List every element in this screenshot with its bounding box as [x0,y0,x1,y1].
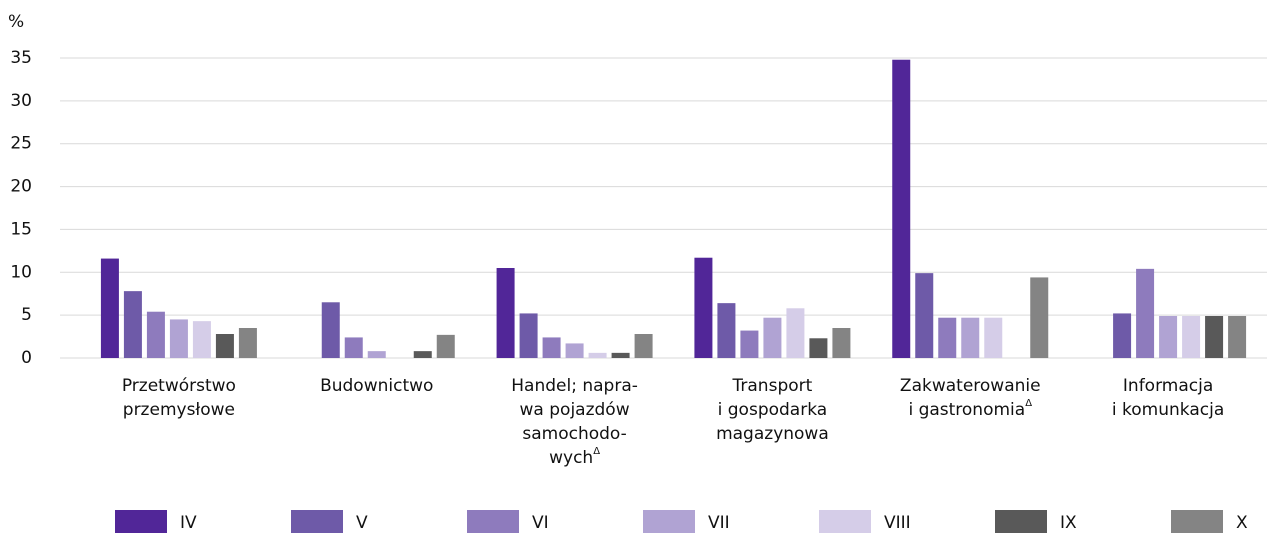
bar [892,59,911,358]
legend-label: IX [1060,513,1077,533]
bar [436,334,455,358]
bar [192,321,211,358]
bar [786,308,805,358]
bar [611,352,630,358]
bar [321,302,340,358]
bar [367,351,386,358]
bar [832,328,851,358]
bar [588,352,607,358]
bar [100,258,119,358]
legend-swatch [995,510,1047,533]
bar [740,330,759,358]
bar [1030,277,1049,358]
bar [1159,316,1178,358]
bar [542,337,561,358]
y-tick-label: 15 [10,219,32,239]
legend-label: IV [180,513,197,533]
x-tick-label: Budownictwo [320,376,433,396]
y-tick-label: 25 [10,134,32,154]
legend-label: X [1236,513,1248,533]
x-tick-label: Informacja i komunkacja [1112,376,1224,420]
bar [717,303,736,358]
bar [1136,268,1155,358]
bar [238,328,257,358]
x-tick-label: Zakwaterowanie i gastronomiaΔ [900,376,1041,420]
legend-swatch [819,510,871,533]
bar [146,311,165,358]
legend-label: VI [532,513,549,533]
y-tick-label: 30 [10,91,32,111]
y-tick-label: 35 [10,48,32,68]
bar [634,334,653,358]
bar [1205,316,1224,358]
bar [215,334,234,358]
y-axis-label: % [8,12,24,32]
bar [344,337,363,358]
x-tick-label: Przetwórstwo przemysłowe [122,376,236,420]
legend-swatch [115,510,167,533]
y-tick-label: 10 [10,262,32,282]
legend-swatch [467,510,519,533]
y-tick-label: 0 [21,348,32,368]
bar [694,257,713,358]
bar [123,291,142,358]
bar [763,317,782,358]
bar [961,317,980,358]
legend-swatch [1171,510,1223,533]
x-tick-label: Handel; napra-wa pojazdów samochodo-wychΔ [511,376,638,468]
legend-label: VIII [884,513,911,533]
legend-swatch [643,510,695,533]
bar [565,343,584,358]
bar [1113,313,1132,358]
legend-label: V [356,513,368,533]
bar [984,317,1003,358]
legend-swatch [291,510,343,533]
bar [938,317,957,358]
bar [519,313,538,358]
bar [169,319,188,358]
bar [915,273,934,358]
bar [496,268,515,358]
bar [1228,316,1247,358]
bar [1182,316,1201,358]
bar [413,351,432,358]
y-tick-label: 20 [10,177,32,197]
x-tick-label: Transport i gospodarka magazynowa [716,376,829,444]
bar [809,338,828,358]
legend-label: VII [708,513,730,533]
y-tick-label: 5 [21,305,32,325]
